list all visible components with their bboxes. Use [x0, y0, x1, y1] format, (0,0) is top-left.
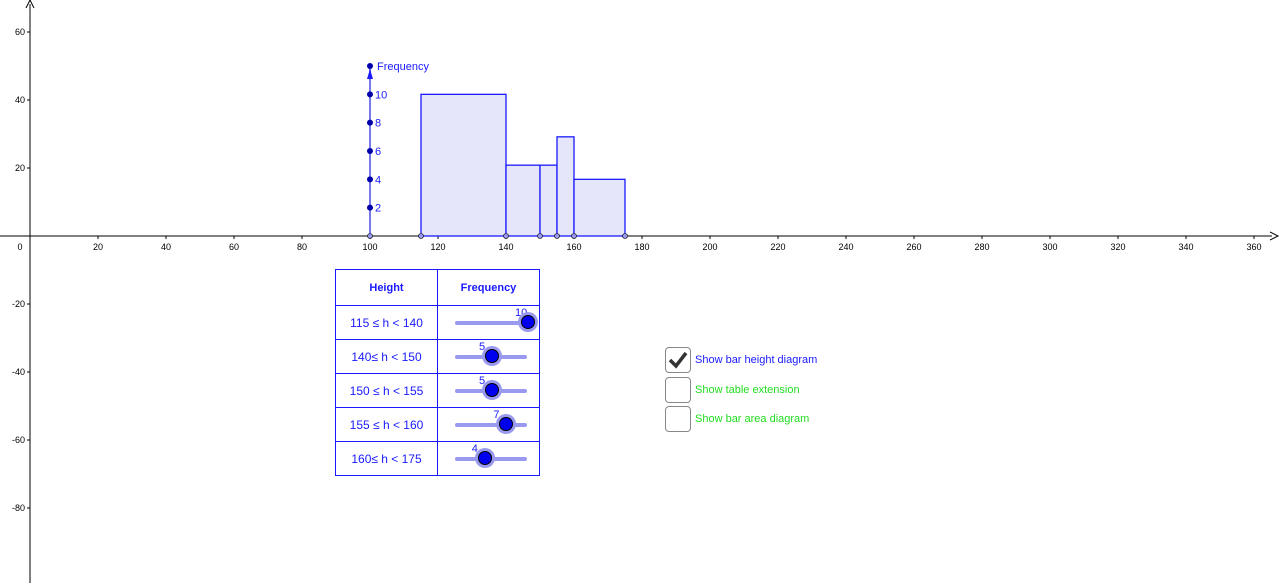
height-class: 150 ≤ h < 155: [335, 373, 438, 408]
frequency-cell: 5: [437, 373, 540, 408]
class-boundary-point: [367, 233, 373, 239]
histogram-bar: [539, 164, 558, 237]
header-height: Height: [335, 269, 438, 306]
frequency-slider[interactable]: 4: [455, 443, 527, 465]
checkbox-2[interactable]: Show bar area diagram: [665, 406, 809, 432]
frequency-slider[interactable]: 10: [455, 307, 535, 329]
class-boundary-point: [418, 233, 424, 239]
y-tick-label: -80: [12, 503, 25, 513]
y-tick-label: 60: [15, 27, 25, 37]
frequency-axis-label: Frequency: [377, 61, 429, 73]
frequency-tick-label: 6: [375, 146, 381, 158]
checkbox-box[interactable]: [665, 406, 691, 432]
frequency-tick-point: [367, 204, 373, 211]
class-boundary-point: [554, 233, 560, 239]
x-tick-label: 20: [93, 242, 103, 252]
x-tick-label: 200: [702, 242, 717, 252]
x-tick-label: 320: [1110, 242, 1125, 252]
slider-value: 4: [471, 443, 478, 455]
histogram-bar: [556, 136, 575, 237]
checkbox-label: Show table extension: [695, 383, 800, 396]
histogram-bar: [420, 93, 507, 237]
y-tick-label: -40: [12, 367, 25, 377]
height-class: 140≤ h < 150: [335, 339, 438, 374]
x-tick-label: 220: [770, 242, 785, 252]
checkmark-icon: [668, 351, 688, 369]
x-tick-label: 340: [1178, 242, 1193, 252]
x-tick-label: 40: [161, 242, 171, 252]
frequency-cell: 7: [437, 407, 540, 442]
checkbox-box[interactable]: [665, 347, 691, 373]
frequency-tick-point: [367, 148, 373, 154]
x-tick-label: 140: [498, 242, 513, 252]
slider-knob[interactable]: [499, 417, 514, 431]
height-class: 160≤ h < 175: [335, 441, 438, 476]
y-tick-label: -20: [12, 299, 25, 309]
frequency-slider[interactable]: 7: [455, 409, 527, 431]
x-tick-label: 80: [297, 242, 307, 252]
frequency-axis-arrow-icon: [367, 69, 373, 79]
slider-value: 7: [493, 409, 500, 421]
x-tick-label: 180: [634, 242, 649, 252]
y-tick-label: 40: [15, 95, 25, 105]
x-tick-label: 280: [974, 242, 989, 252]
table-row: 150 ≤ h < 155 5: [335, 373, 540, 408]
y-tick-label: 20: [15, 163, 25, 173]
slider-knob[interactable]: [477, 451, 492, 465]
y-axis-arrow-icon: [25, 0, 35, 9]
frequency-tick-label: 2: [375, 203, 381, 215]
slider-value: 5: [479, 341, 486, 353]
x-tick-label: 160: [566, 242, 581, 252]
class-boundary-point: [622, 233, 628, 239]
frequency-tick-point: [367, 119, 373, 126]
slider-knob[interactable]: [521, 315, 535, 329]
frequency-cell: 4: [437, 441, 540, 476]
checkbox-1[interactable]: Show table extension: [665, 376, 800, 403]
histogram-bar: [573, 178, 626, 237]
x-axis-arrow-icon: [1269, 231, 1280, 241]
origin-label: 0: [17, 242, 22, 252]
histogram-bar: [505, 164, 541, 237]
x-tick-label: 60: [229, 242, 239, 252]
frequency-tick-label: 8: [375, 118, 381, 130]
frequency-tick-label: 10: [375, 89, 387, 101]
checkbox-label: Show bar height diagram: [695, 354, 818, 366]
table-row: 115 ≤ h < 140 10: [335, 305, 540, 340]
x-tick-label: 360: [1246, 242, 1261, 252]
slider-value: 5: [479, 375, 486, 387]
frequency-tick-point: [367, 176, 373, 183]
slider-knob[interactable]: [485, 349, 499, 363]
x-tick-label: 120: [430, 242, 445, 252]
checkbox-label: Show bar area diagram: [695, 413, 810, 425]
frequency-slider[interactable]: 5: [455, 341, 527, 363]
x-tick-label: 100: [362, 242, 377, 252]
x-tick-label: 300: [1042, 242, 1057, 252]
table-row: 160≤ h < 175 4: [335, 441, 540, 476]
slider-knob[interactable]: [485, 383, 499, 397]
table-row: 140≤ h < 150 5: [335, 339, 540, 374]
checkbox-box[interactable]: [665, 376, 691, 403]
class-boundary-point: [537, 233, 543, 239]
y-tick-label: -60: [12, 435, 25, 445]
frequency-tick-label: 4: [375, 174, 381, 186]
table-row: 155 ≤ h < 160 7: [335, 407, 540, 442]
height-class: 115 ≤ h < 140: [335, 305, 438, 340]
x-tick-label: 260: [906, 242, 921, 252]
frequency-cell: 10: [437, 305, 540, 340]
frequency-axis-end-point: [367, 63, 373, 69]
frequency-table: Height Frequency 115 ≤ h < 140 10 140≤ h…: [335, 269, 540, 476]
checkbox-0[interactable]: Show bar height diagram: [665, 347, 817, 373]
class-boundary-point: [571, 233, 577, 239]
frequency-tick-point: [367, 91, 373, 98]
height-class: 155 ≤ h < 160: [335, 407, 438, 442]
frequency-cell: 5: [437, 339, 540, 374]
frequency-slider[interactable]: 5: [455, 375, 527, 397]
header-frequency: Frequency: [437, 269, 540, 306]
x-tick-label: 240: [838, 242, 853, 252]
class-boundary-point: [503, 233, 509, 239]
